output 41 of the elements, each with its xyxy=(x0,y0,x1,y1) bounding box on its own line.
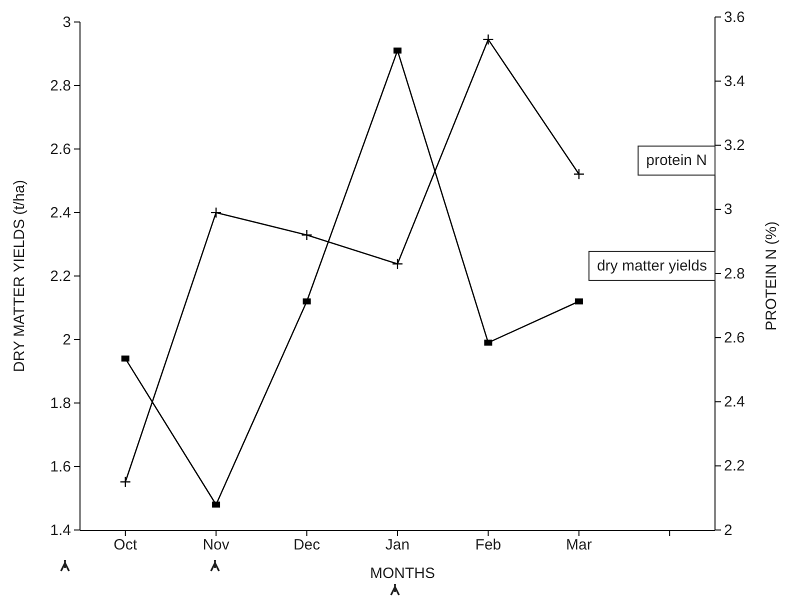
y-tick-label: 3 xyxy=(62,14,71,31)
y-tick-label: 1.4 xyxy=(50,522,71,539)
y2-tick-label: 2.4 xyxy=(724,394,745,411)
point xyxy=(301,229,312,241)
x-tick-label: Dec xyxy=(293,536,321,554)
y-tick-label: 2.6 xyxy=(50,140,71,158)
point xyxy=(394,48,402,54)
point xyxy=(120,476,131,488)
x-tick-label: Oct xyxy=(114,536,138,554)
y2-tick-label: 3.6 xyxy=(724,8,745,26)
y2-tick-label: 2 xyxy=(724,522,732,539)
point xyxy=(302,298,311,304)
y-tick-label: 1.6 xyxy=(50,458,71,476)
point xyxy=(212,502,220,508)
y2-tick-label: 2.2 xyxy=(724,458,745,475)
y-tick-label: 2.4 xyxy=(50,204,71,222)
y-tick-label: 2.8 xyxy=(50,77,71,94)
y2-axis-title: PROTEIN N (%) xyxy=(763,221,780,331)
point xyxy=(210,206,222,218)
y-tick-label: 1.8 xyxy=(50,394,71,412)
x-tick-label: Nov xyxy=(202,536,230,554)
point xyxy=(574,298,583,304)
point xyxy=(392,258,404,270)
y2-tick-label: 3 xyxy=(724,201,732,218)
y2-tick-label: 3.2 xyxy=(724,137,745,154)
point xyxy=(482,34,494,46)
point xyxy=(573,168,585,180)
y2-tick-label: 3.4 xyxy=(724,72,745,90)
x-tick-label: Jan xyxy=(385,536,410,554)
y-tick-label: 2 xyxy=(62,331,71,348)
x-tick-label: Feb xyxy=(475,536,502,554)
y-tick-label: 2.2 xyxy=(50,268,71,285)
series-label: dry matter yields xyxy=(596,257,707,274)
y2-tick-label: 2.6 xyxy=(724,329,745,346)
y-axis-title: DRY MATTER YIELDS (t/ha) xyxy=(11,180,28,372)
point xyxy=(484,340,492,346)
y2-tick-label: 2.8 xyxy=(724,265,745,282)
point xyxy=(121,356,130,362)
x-axis-title: MONTHS xyxy=(370,565,435,582)
x-tick-label: Mar xyxy=(566,536,592,554)
text: protein N xyxy=(646,152,707,170)
